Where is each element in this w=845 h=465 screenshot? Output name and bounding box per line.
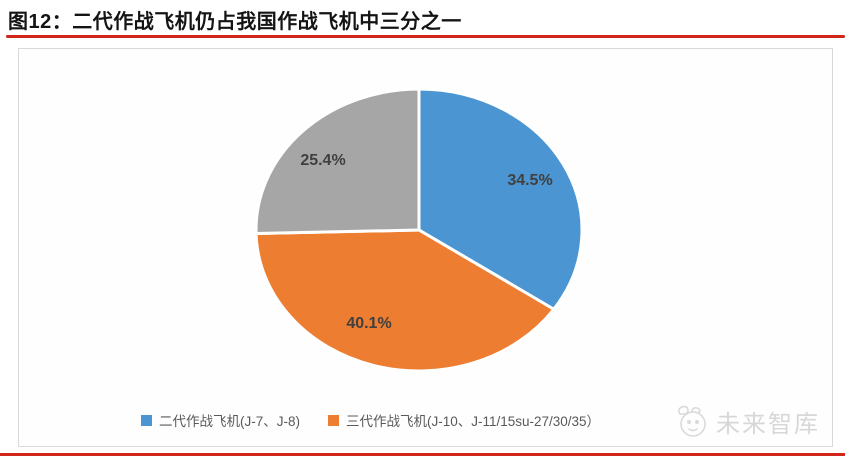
chart-panel: 34.5% 40.1% 25.4% 二代作战飞机(J-7、J-8) 三代作战飞机(J… bbox=[18, 48, 833, 447]
pie-value-label-2: 25.4% bbox=[300, 152, 345, 169]
legend-label-gen2: 二代作战飞机(J-7、J-8) bbox=[158, 414, 300, 429]
pie-slice-0 bbox=[417, 87, 584, 311]
chart-legend: 二代作战飞机(J-7、J-8) 三代作战飞机(J-10、J-11/15su-27… bbox=[19, 410, 722, 430]
figure-title: 图12：二代作战飞机仍占我国作战飞机中三分之一 bbox=[8, 11, 462, 33]
page-bottom-rule bbox=[0, 453, 845, 456]
pie-slice-2 bbox=[254, 87, 421, 236]
legend-label-gen3: 三代作战飞机(J-10、J-11/15su-27/30/35） bbox=[345, 414, 601, 429]
pie-slice-1 bbox=[254, 228, 556, 373]
pie-chart: 34.5% 40.1% 25.4% bbox=[254, 87, 584, 373]
title-underline-rule bbox=[6, 35, 845, 38]
legend-swatch-gen2-icon bbox=[140, 414, 152, 426]
legend-item-gen3: 三代作战飞机(J-10、J-11/15su-27/30/35） bbox=[327, 410, 601, 430]
pie-value-label-1: 40.1% bbox=[346, 315, 391, 332]
legend-swatch-gen3-icon bbox=[327, 414, 339, 426]
pie-value-label-0: 34.5% bbox=[507, 172, 552, 189]
legend-item-gen2: 二代作战飞机(J-7、J-8) bbox=[140, 410, 300, 430]
